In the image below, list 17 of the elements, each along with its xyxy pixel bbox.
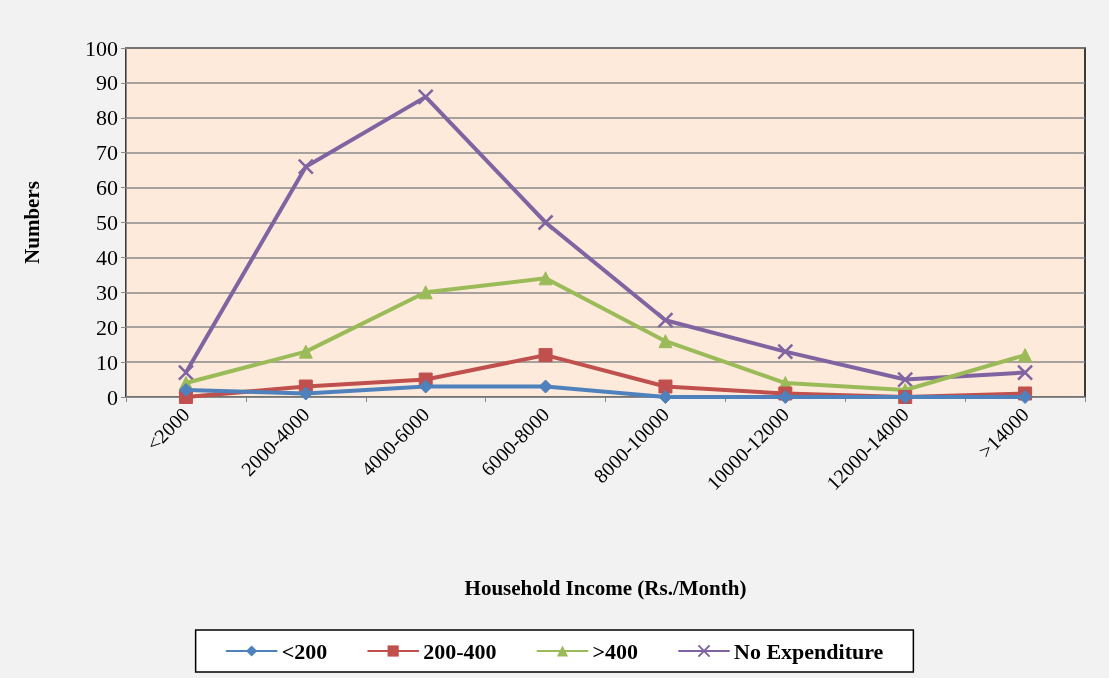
x-axis-title: Household Income (Rs./Month) [464, 575, 747, 600]
y-tick-label: 100 [85, 35, 118, 61]
legend-label: 200-400 [423, 638, 497, 664]
y-tick-label: 20 [96, 314, 118, 340]
y-tick-label: 90 [96, 70, 118, 96]
y-tick-label: 80 [96, 105, 118, 131]
y-tick-label: 50 [96, 210, 118, 235]
y-tick-label: 40 [96, 244, 118, 270]
y-tick-label: 70 [96, 140, 118, 166]
y-tick-label: 0 [107, 384, 118, 410]
y-tick-label: 30 [96, 279, 118, 305]
legend-label: <200 [281, 638, 328, 664]
y-tick-label: 10 [96, 349, 118, 375]
legend-label: No Expenditure [734, 638, 884, 664]
y-axis-title: Numbers [19, 181, 44, 264]
y-tick-label: 60 [96, 175, 118, 201]
legend-label: >400 [592, 638, 639, 664]
